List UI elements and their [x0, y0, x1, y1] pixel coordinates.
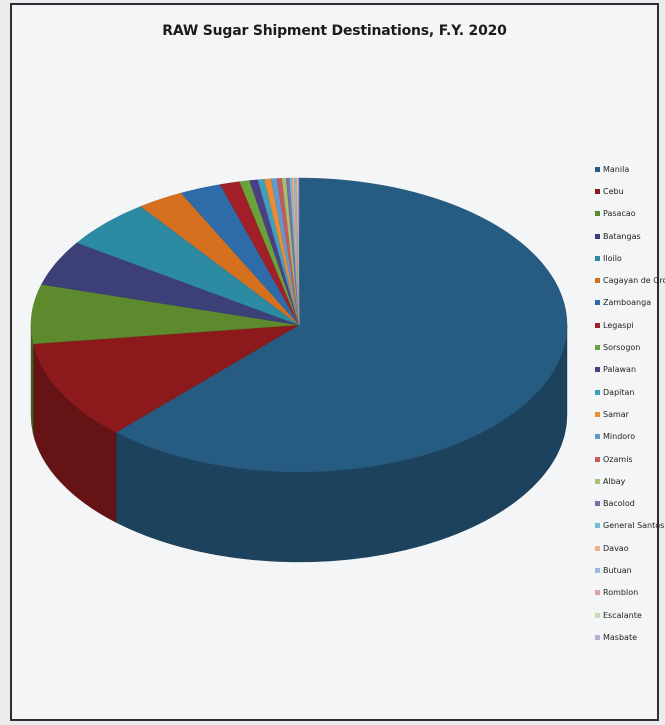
legend-swatch — [595, 345, 600, 351]
legend-swatch — [595, 545, 600, 551]
legend-swatch — [595, 255, 600, 261]
legend-label: General Santos — [603, 521, 665, 531]
legend: Manila Cebu Pasacao Batangas Iloilo Cagayan d… — [595, 158, 665, 649]
legend-label: Samar — [603, 409, 629, 419]
legend-label: Batangas — [603, 231, 641, 241]
legend-swatch — [595, 300, 600, 306]
legend-item: General Santos — [595, 515, 665, 537]
legend-item: Batangas — [595, 225, 665, 247]
legend-label: Albay — [603, 476, 626, 486]
legend-label: Romblon — [603, 588, 639, 598]
legend-swatch — [595, 367, 600, 373]
legend-swatch — [595, 612, 600, 618]
legend-swatch — [595, 389, 600, 395]
pie-slice-pasacao — [30, 284, 300, 345]
legend-label: Iloilo — [603, 253, 622, 263]
legend-label: Dapitan — [603, 387, 635, 397]
legend-label: Manila — [603, 164, 630, 174]
legend-item: Zamboanga — [595, 292, 665, 314]
legend-item: Cebu — [595, 180, 665, 202]
legend-label: Mindoro — [603, 432, 636, 442]
pie-top — [30, 177, 568, 473]
legend-swatch — [595, 478, 600, 484]
legend-swatch — [595, 188, 600, 194]
legend-item: Iloilo — [595, 247, 665, 269]
chart-frame: RAW Sugar Shipment Destinations, F.Y. 20… — [10, 3, 665, 721]
legend-item: Samar — [595, 403, 665, 425]
legend-swatch — [595, 166, 600, 172]
legend-label: Escalante — [603, 610, 642, 620]
pie-slice-masbate — [297, 177, 300, 326]
legend-item: Manila — [595, 158, 665, 180]
legend-label: Palawan — [603, 365, 637, 375]
legend-item: Legaspi — [595, 314, 665, 336]
legend-label: Sorsogon — [603, 343, 641, 353]
legend-swatch — [595, 501, 600, 507]
legend-label: Zamboanga — [603, 298, 652, 308]
legend-item: Davao — [595, 537, 665, 559]
legend-label: Masbate — [603, 632, 638, 642]
legend-swatch — [595, 634, 600, 640]
legend-item: Dapitan — [595, 381, 665, 403]
legend-label: Butuan — [603, 565, 632, 575]
legend-swatch — [595, 278, 600, 284]
legend-label: Cebu — [603, 186, 624, 196]
legend-item: Cagayan de Oro — [595, 269, 665, 291]
legend-item: Mindoro — [595, 426, 665, 448]
legend-item: Romblon — [595, 582, 665, 604]
legend-swatch — [595, 233, 600, 239]
legend-item: Masbate — [595, 626, 665, 648]
legend-item: Sorsogon — [595, 336, 665, 358]
legend-swatch — [595, 456, 600, 462]
legend-item: Albay — [595, 470, 665, 492]
legend-swatch — [595, 322, 600, 328]
pie-chart — [30, 177, 568, 563]
legend-label: Ozamis — [603, 454, 633, 464]
legend-label: Legaspi — [603, 320, 634, 330]
legend-label: Pasacao — [603, 209, 636, 219]
legend-swatch — [595, 567, 600, 573]
legend-item: Bacolod — [595, 492, 665, 514]
legend-label: Cagayan de Oro — [603, 276, 665, 286]
chart-title: RAW Sugar Shipment Destinations, F.Y. 20… — [162, 23, 507, 39]
legend-swatch — [595, 434, 600, 440]
pie-slice-manila — [115, 177, 568, 473]
legend-item: Ozamis — [595, 448, 665, 470]
legend-item: Pasacao — [595, 203, 665, 225]
pie-slice-cebu — [32, 324, 300, 433]
legend-label: Davao — [603, 543, 629, 553]
legend-label: Bacolod — [603, 499, 635, 509]
legend-item: Butuan — [595, 559, 665, 581]
legend-swatch — [595, 211, 600, 217]
legend-swatch — [595, 590, 600, 596]
legend-swatch — [595, 523, 600, 529]
legend-item: Palawan — [595, 359, 665, 381]
legend-swatch — [595, 411, 600, 417]
legend-item: Escalante — [595, 604, 665, 626]
